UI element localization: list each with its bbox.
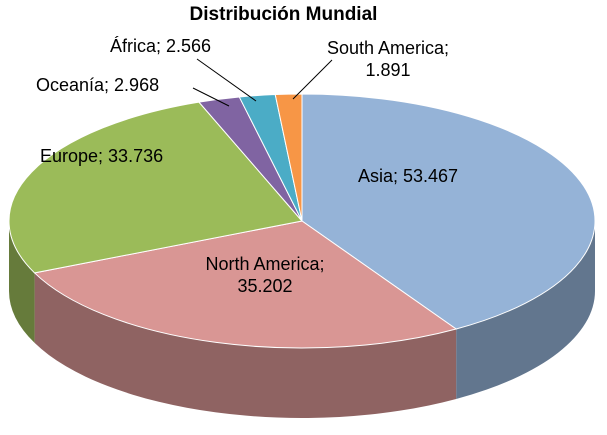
label-africa: África; 2.566 <box>110 36 212 56</box>
pie-slice-asia <box>301 93 596 330</box>
label-oceania: Oceanía; 2.968 <box>36 75 160 95</box>
chart-title: Distribución Mundial <box>189 4 378 25</box>
pie-slice-asia-side <box>456 221 595 400</box>
pie-slice-europe-side <box>9 221 35 343</box>
pie-slice-europe <box>8 101 303 274</box>
label-europe: Europe; 33.736 <box>40 146 164 166</box>
label-south-america: South America; 1.891 <box>326 38 450 80</box>
label-north-america: North America; 35.202 <box>205 254 325 296</box>
label-asia: Asia; 53.467 <box>358 166 459 186</box>
pie-slice-north-america-side <box>34 272 457 419</box>
